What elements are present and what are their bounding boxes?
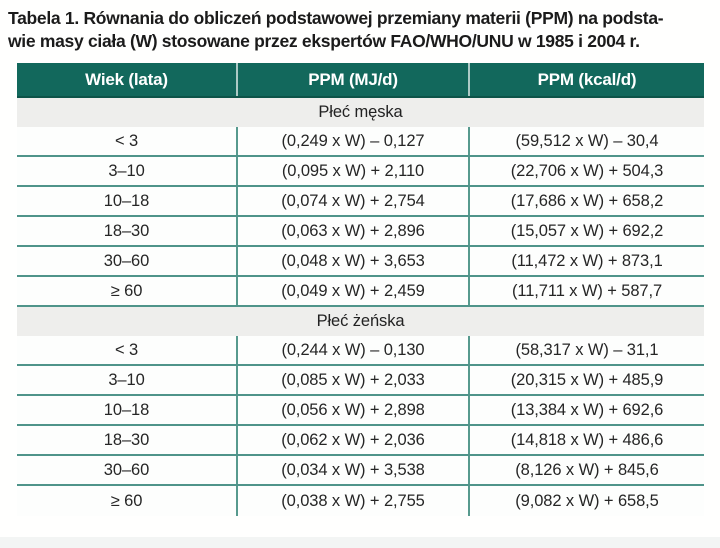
cell-age: 3–10 bbox=[108, 161, 145, 180]
cell-kcal: (59,512 x W) – 30,4 bbox=[468, 127, 704, 155]
table-header-row: Wiek (lata) PPM (MJ/d) PPM (kcal/d) bbox=[17, 63, 704, 98]
table-caption-line1: Tabela 1. Równania do obliczeń podstawow… bbox=[8, 8, 664, 28]
cell-kcal: (8,126 x W) + 845,6 bbox=[468, 456, 704, 484]
cell-mj: (0,048 x W) + 3,653 bbox=[236, 247, 468, 275]
cell-age: 18–30 bbox=[103, 221, 150, 240]
table-row: 10–18 (0,056 x W) + 2,898 (13,384 x W) +… bbox=[17, 396, 704, 426]
table-row: ≥ 60 (0,038 x W) + 2,755 (9,082 x W) + 6… bbox=[17, 486, 704, 516]
table-row: 18–30 (0,063 x W) + 2,896 (15,057 x W) +… bbox=[17, 217, 704, 247]
cell-mj: (0,095 x W) + 2,110 bbox=[236, 157, 468, 185]
cell-age: 10–18 bbox=[103, 400, 150, 419]
cell-kcal: (13,384 x W) + 692,6 bbox=[468, 396, 704, 424]
table-row: 30–60 (0,034 x W) + 3,538 (8,126 x W) + … bbox=[17, 456, 704, 486]
cell-mj: (0,249 x W) – 0,127 bbox=[236, 127, 468, 155]
cell-mj: (0,074 x W) + 2,754 bbox=[236, 187, 468, 215]
table-row: 3–10 (0,085 x W) + 2,033 (20,315 x W) + … bbox=[17, 366, 704, 396]
cell-age: < 3 bbox=[114, 131, 139, 150]
cell-age: 10–18 bbox=[103, 191, 150, 210]
cell-age: ≥ 60 bbox=[110, 281, 143, 300]
header-cell-age: Wiek (lata) bbox=[85, 69, 168, 89]
cell-mj: (0,085 x W) + 2,033 bbox=[236, 366, 468, 394]
table-row: 30–60 (0,048 x W) + 3,653 (11,472 x W) +… bbox=[17, 247, 704, 277]
table-caption-line2: wie masy ciała (W) stosowane przez ekspe… bbox=[8, 31, 640, 51]
section-label-female: Płeć żeńska bbox=[17, 307, 704, 336]
cell-mj: (0,062 x W) + 2,036 bbox=[236, 426, 468, 454]
table-row: < 3 (0,249 x W) – 0,127 (59,512 x W) – 3… bbox=[17, 127, 704, 157]
cell-age: 3–10 bbox=[108, 370, 145, 389]
cell-age: ≥ 60 bbox=[110, 491, 143, 510]
table-row: < 3 (0,244 x W) – 0,130 (58,317 x W) – 3… bbox=[17, 336, 704, 366]
cell-kcal: (17,686 x W) + 658,2 bbox=[468, 187, 704, 215]
cell-age: 18–30 bbox=[103, 430, 150, 449]
table-row: 3–10 (0,095 x W) + 2,110 (22,706 x W) + … bbox=[17, 157, 704, 187]
cell-kcal: (15,057 x W) + 692,2 bbox=[468, 217, 704, 245]
page-bottom-strip bbox=[0, 537, 720, 548]
table-row: 10–18 (0,074 x W) + 2,754 (17,686 x W) +… bbox=[17, 187, 704, 217]
cell-age: < 3 bbox=[114, 340, 139, 359]
cell-kcal: (11,711 x W) + 587,7 bbox=[468, 277, 704, 305]
section-label-male: Płeć męska bbox=[17, 98, 704, 127]
cell-mj: (0,034 x W) + 3,538 bbox=[236, 456, 468, 484]
cell-mj: (0,049 x W) + 2,459 bbox=[236, 277, 468, 305]
cell-kcal: (11,472 x W) + 873,1 bbox=[468, 247, 704, 275]
table-row: 18–30 (0,062 x W) + 2,036 (14,818 x W) +… bbox=[17, 426, 704, 456]
cell-mj: (0,244 x W) – 0,130 bbox=[236, 336, 468, 364]
cell-kcal: (9,082 x W) + 658,5 bbox=[468, 486, 704, 516]
cell-mj: (0,038 x W) + 2,755 bbox=[236, 486, 468, 516]
table-row: ≥ 60 (0,049 x W) + 2,459 (11,711 x W) + … bbox=[17, 277, 704, 307]
cell-age: 30–60 bbox=[103, 251, 150, 270]
header-cell-mj: PPM (MJ/d) bbox=[236, 63, 468, 96]
cell-age: 30–60 bbox=[103, 460, 150, 479]
cell-mj: (0,056 x W) + 2,898 bbox=[236, 396, 468, 424]
table-caption: Tabela 1. Równania do obliczeń podstawow… bbox=[8, 7, 714, 53]
cell-kcal: (58,317 x W) – 31,1 bbox=[468, 336, 704, 364]
ppm-equations-table: Wiek (lata) PPM (MJ/d) PPM (kcal/d) Płeć… bbox=[17, 63, 704, 516]
cell-kcal: (20,315 x W) + 485,9 bbox=[468, 366, 704, 394]
cell-mj: (0,063 x W) + 2,896 bbox=[236, 217, 468, 245]
cell-kcal: (14,818 x W) + 486,6 bbox=[468, 426, 704, 454]
cell-kcal: (22,706 x W) + 504,3 bbox=[468, 157, 704, 185]
header-cell-kcal: PPM (kcal/d) bbox=[468, 63, 704, 96]
